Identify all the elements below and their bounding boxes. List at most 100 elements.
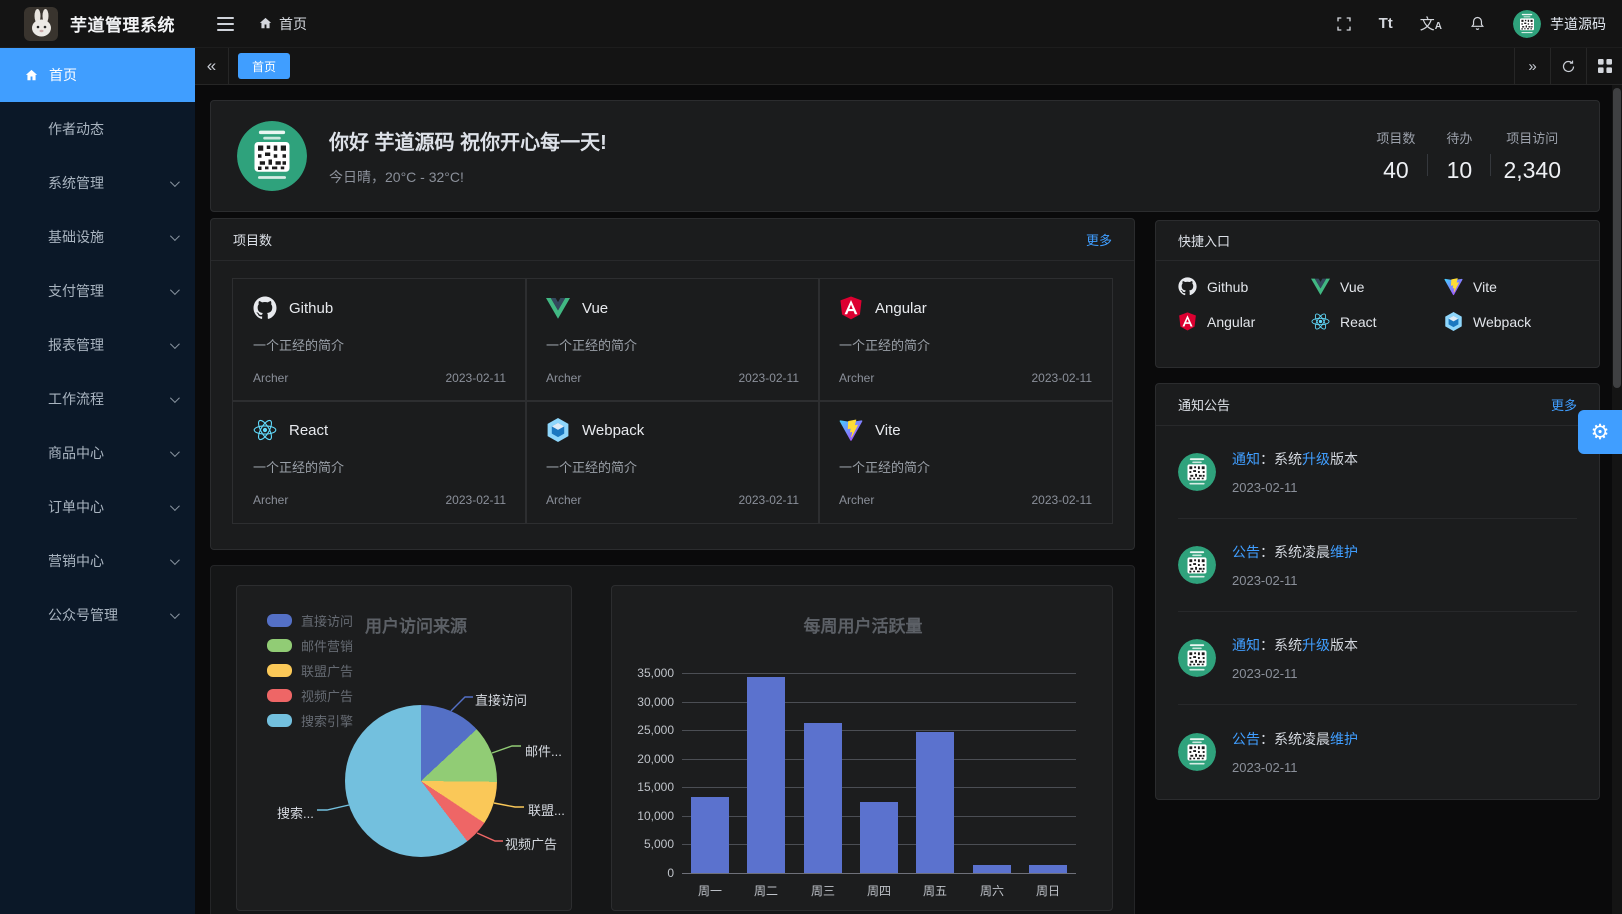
stat-projects: 项目数 40 (1364, 128, 1427, 184)
notice-link[interactable]: 维护 (1330, 730, 1358, 747)
notice-link[interactable]: 通知 (1232, 637, 1260, 653)
pie-legend-item[interactable]: 直接访问 (267, 608, 353, 633)
breadcrumb[interactable]: 首页 (258, 14, 307, 34)
project-desc: 一个正经的简介 (546, 338, 638, 353)
fullscreen-icon[interactable] (1336, 16, 1352, 32)
notice-link[interactable]: 升级 (1302, 637, 1330, 653)
sidebar-item-label: 作者动态 (48, 121, 104, 137)
legend-label: 邮件营销 (301, 639, 354, 654)
shortcut-webpack[interactable]: Webpack (1444, 312, 1577, 331)
tab-menu-grid-icon[interactable] (1586, 48, 1622, 84)
notice-qr-avatar (1178, 732, 1216, 771)
font-size-icon[interactable]: Tt (1378, 15, 1393, 32)
sidebar-item-7[interactable]: 商品中心 (0, 426, 195, 480)
next-tabs-icon[interactable]: » (1514, 48, 1550, 84)
sidebar-item-4[interactable]: 支付管理 (0, 264, 195, 318)
notice-item[interactable]: 公告：系统凌晨维护 2023-02-11 (1178, 519, 1577, 612)
shortcut-react[interactable]: React (1311, 312, 1444, 331)
shortcut-angular[interactable]: Angular (1178, 312, 1311, 331)
notice-item[interactable]: 通知：系统升级版本 2023-02-11 (1178, 426, 1577, 519)
scrollbar-thumb[interactable] (1613, 88, 1621, 388)
project-author: Archer (839, 371, 875, 385)
sidebar-item-5[interactable]: 报表管理 (0, 318, 195, 372)
project-date: 2023-02-11 (738, 493, 800, 507)
notice-qr-avatar (1178, 453, 1216, 491)
projects-more-link[interactable]: 更多 (1085, 233, 1112, 248)
theme-settings-button[interactable]: ⚙ (1578, 410, 1622, 454)
tabbar-actions: » (1514, 48, 1622, 84)
welcome-greeting: 你好 芋道源码 祝你开心每一天! (329, 131, 607, 154)
sidebar-item-label: 公众号管理 (48, 607, 118, 623)
project-date: 2023-02-11 (445, 493, 507, 507)
project-author: Archer (546, 493, 582, 507)
notice-item[interactable]: 通知：系统升级版本 2023-02-11 (1178, 612, 1577, 705)
refresh-icon[interactable] (1550, 48, 1586, 84)
shortcut-vite[interactable]: Vite (1444, 277, 1577, 296)
app-title: 芋道管理系统 (70, 16, 175, 35)
notice-link[interactable]: 公告 (1232, 730, 1260, 747)
notice-link[interactable]: 通知 (1232, 451, 1260, 467)
home-icon (24, 68, 39, 83)
project-card-webpack[interactable]: Webpack 一个正经的简介 Archer 2023-02-11 (525, 400, 820, 524)
bar (691, 797, 729, 873)
sidebar-item-1[interactable]: 作者动态 (0, 102, 195, 156)
collapse-tabs-icon[interactable]: « (195, 48, 229, 84)
pie-slice-label: 直接访问 (475, 693, 528, 708)
project-card-vite[interactable]: Vite 一个正经的简介 Archer 2023-02-11 (818, 400, 1113, 524)
notice-item[interactable]: 公告：系统凌晨维护 2023-02-11 (1178, 705, 1577, 798)
project-card-angular[interactable]: Angular 一个正经的简介 Archer 2023-02-11 (818, 278, 1113, 402)
notice-text: ：系统 (1260, 637, 1302, 653)
react-icon (1311, 312, 1330, 331)
project-desc: 一个正经的简介 (546, 460, 638, 475)
project-date: 2023-02-11 (445, 371, 507, 385)
tab-home[interactable]: 首页 (238, 53, 291, 79)
shortcuts-card: 快捷入口 Github Vue Vite Angular React Webpa… (1155, 220, 1600, 368)
sidebar-item-6[interactable]: 工作流程 (0, 372, 195, 426)
bar-chart-card: 每周用户活跃量 0 5,000 10,000 15,000 20,000 25,000 30… (611, 585, 1113, 911)
pie-slice-label: 邮件... (525, 744, 562, 759)
sidebar-item-10[interactable]: 公众号管理 (0, 588, 195, 642)
y-tick-label: 25,000 (637, 723, 674, 738)
breadcrumb-home-label: 首页 (279, 15, 307, 32)
bar (1029, 865, 1067, 873)
project-card-github[interactable]: Github 一个正经的简介 Archer 2023-02-11 (232, 278, 527, 402)
webpack-icon (546, 418, 570, 442)
sidebar-item-9[interactable]: 营销中心 (0, 534, 195, 588)
pie-legend-item[interactable]: 视频广告 (267, 683, 353, 708)
pie-legend-item[interactable]: 搜索引擎 (267, 708, 353, 733)
bell-icon[interactable] (1469, 15, 1486, 32)
sidebar-item-home[interactable]: 首页 (0, 48, 195, 102)
sidebar-fold-icon[interactable] (217, 16, 234, 31)
sidebar-item-label: 报表管理 (48, 337, 104, 353)
notice-qr-avatar (1178, 546, 1216, 584)
stat-label: 项目访问 (1506, 131, 1559, 146)
notices-card-title: 通知公告 (1178, 398, 1231, 413)
sidebar-item-8[interactable]: 订单中心 (0, 480, 195, 534)
notices-more-link[interactable]: 更多 (1550, 398, 1577, 413)
shortcut-vue[interactable]: Vue (1311, 277, 1444, 296)
shortcut-github[interactable]: Github (1178, 277, 1311, 296)
sidebar-item-2[interactable]: 系统管理 (0, 156, 195, 210)
project-card-react[interactable]: React 一个正经的简介 Archer 2023-02-11 (232, 400, 527, 524)
notice-link[interactable]: 公告 (1232, 544, 1260, 560)
notice-text: ：系统凌晨 (1260, 544, 1330, 560)
app-logo-avatar[interactable] (24, 6, 58, 41)
user-menu[interactable]: 芋道源码 (1513, 9, 1606, 38)
stat-divider (1427, 154, 1429, 176)
notice-link[interactable]: 维护 (1330, 544, 1358, 560)
notice-date: 2023-02-11 (1232, 573, 1298, 588)
project-author: Archer (546, 371, 582, 385)
sidebar-item-label: 订单中心 (48, 499, 104, 515)
welcome-stats: 项目数 40 待办 10 项目访问 2,340 (1364, 128, 1573, 184)
project-author: Archer (839, 493, 875, 507)
pie-legend-item[interactable]: 邮件营销 (267, 633, 353, 658)
project-card-vue[interactable]: Vue 一个正经的简介 Archer 2023-02-11 (525, 278, 820, 402)
legend-label: 联盟广告 (301, 664, 354, 679)
pie-legend-item[interactable]: 联盟广告 (267, 658, 353, 683)
y-tick-label: 15,000 (637, 780, 674, 795)
welcome-qr-avatar (237, 121, 307, 191)
y-tick-label: 35,000 (637, 666, 674, 680)
notice-link[interactable]: 升级 (1302, 451, 1330, 467)
sidebar-item-3[interactable]: 基础设施 (0, 210, 195, 264)
